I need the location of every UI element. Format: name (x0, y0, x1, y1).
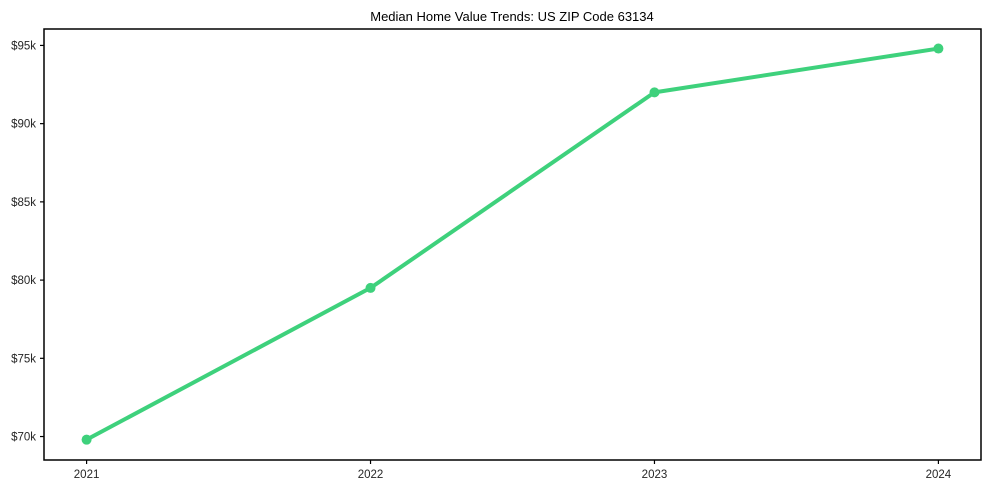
trend-line (84, 46, 941, 442)
data-point-marker (81, 434, 92, 445)
y-tick-label: $75k (11, 353, 36, 365)
y-tick-label: $95k (11, 40, 36, 52)
chart-title: Median Home Value Trends: US ZIP Code 63… (370, 9, 654, 24)
y-tick-label: $90k (11, 119, 36, 131)
y-tick-label: $80k (11, 275, 36, 287)
x-tick-label: 2021 (74, 469, 100, 481)
y-tick-label: $70k (11, 432, 36, 444)
data-point-marker (365, 282, 376, 293)
plot-area: $70k $75k $80k $85k $90k $95k 2021 2022 2023 2024 (11, 28, 982, 481)
data-point-marker (649, 87, 660, 98)
data-point-marker (933, 43, 944, 54)
x-tick-label: 2023 (642, 469, 668, 481)
x-tick-label: 2022 (358, 469, 384, 481)
x-tick-label: 2024 (926, 469, 952, 481)
y-tick-label: $85k (11, 197, 36, 209)
axes-spines (43, 28, 982, 461)
